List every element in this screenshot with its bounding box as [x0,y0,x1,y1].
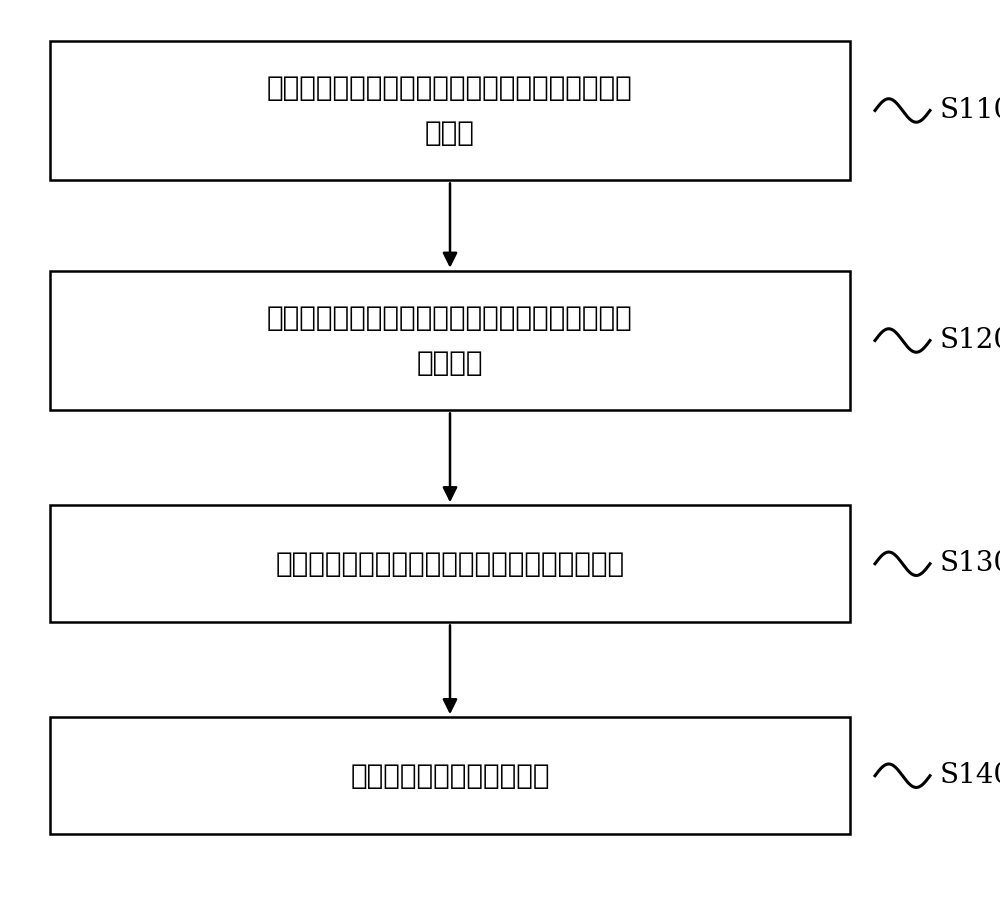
Text: S140: S140 [940,762,1000,789]
Bar [50,271,850,410]
Text: 当需要母线上的电压互感器停电时，判断母线的接
线方式: 当需要母线上的电压互感器停电时，判断母线的接 线方式 [267,74,633,147]
Text: S120: S120 [940,327,1000,354]
Text: 控制母线上的距离保护投入: 控制母线上的距离保护投入 [350,761,550,790]
Text: S130: S130 [940,550,1000,577]
Bar [50,717,850,834]
Text: 如果母线为单母线接线方式，则控制母线上的距离
保护退出: 如果母线为单母线接线方式，则控制母线上的距离 保护退出 [267,304,633,377]
Text: S110: S110 [940,97,1000,124]
Text: 控制电压互感器的刀闸断开，使电压互感器停电: 控制电压互感器的刀闸断开，使电压互感器停电 [275,549,625,578]
Bar [50,505,850,622]
Bar [50,41,850,180]
